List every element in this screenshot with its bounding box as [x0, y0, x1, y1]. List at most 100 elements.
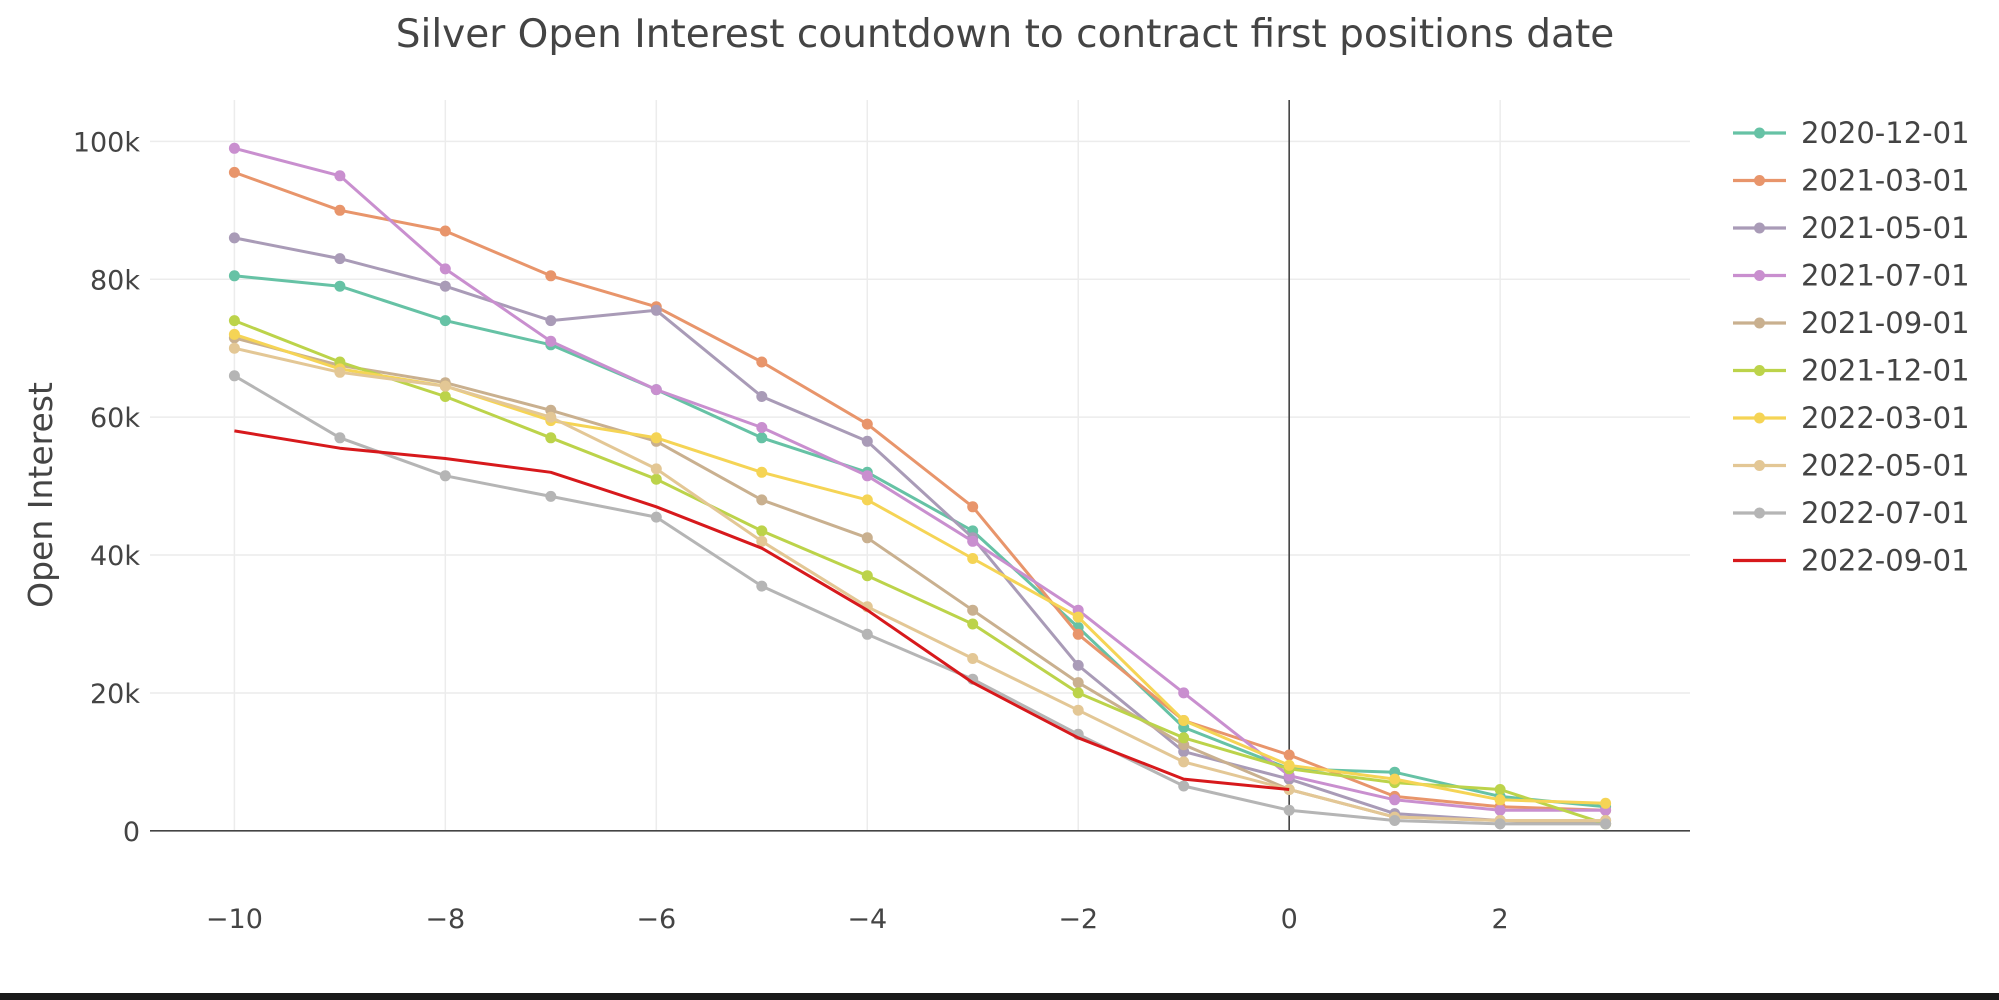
- data-point: [545, 315, 557, 327]
- data-point: [756, 466, 768, 478]
- legend-label: 2021-05-01: [1801, 211, 1970, 245]
- y-tick-label: 60k: [90, 403, 140, 434]
- data-point: [1178, 732, 1190, 744]
- series-line: [234, 236, 1606, 822]
- legend-item[interactable]: 2022-09-01: [1733, 544, 1970, 578]
- data-point: [228, 315, 240, 327]
- data-point: [861, 494, 873, 506]
- data-point: [1494, 818, 1506, 830]
- data-point: [228, 142, 240, 154]
- data-point: [1178, 687, 1190, 699]
- data-point: [756, 580, 768, 592]
- data-point: [1389, 773, 1401, 785]
- data-point: [1072, 677, 1084, 689]
- legend-swatch-marker: [1754, 270, 1765, 281]
- legend-label: 2022-09-01: [1801, 544, 1970, 578]
- data-point: [1072, 659, 1084, 671]
- data-point: [967, 604, 979, 616]
- data-point: [861, 435, 873, 447]
- series-2022-07-01: [228, 370, 1612, 830]
- data-point: [1072, 628, 1084, 640]
- data-point: [650, 304, 662, 316]
- y-tick-label: 40k: [90, 541, 140, 572]
- legend-item[interactable]: 2022-07-01: [1733, 496, 1970, 530]
- data-point: [650, 384, 662, 396]
- chart-title: Silver Open Interest countdown to contra…: [396, 12, 1615, 57]
- data-point: [1389, 815, 1401, 826]
- data-point: [1283, 804, 1295, 816]
- legend-label: 2021-12-01: [1801, 354, 1970, 388]
- data-point: [545, 490, 557, 502]
- series-line: [234, 336, 1606, 826]
- data-point: [439, 280, 451, 292]
- data-point: [334, 280, 346, 292]
- data-point: [756, 422, 768, 433]
- legend-item[interactable]: 2021-07-01: [1733, 259, 1970, 293]
- legend-swatch-marker: [1754, 222, 1765, 234]
- data-point: [1072, 687, 1084, 699]
- legend-item[interactable]: 2021-12-01: [1733, 354, 1970, 388]
- legend-swatch-marker: [1754, 365, 1765, 376]
- x-tick-label: −10: [206, 904, 263, 935]
- data-point: [1072, 704, 1084, 716]
- y-tick-label: 20k: [90, 679, 140, 710]
- x-tick-label: −6: [636, 904, 676, 935]
- y-tick-label: 0: [123, 817, 140, 848]
- series-line: [234, 146, 1606, 812]
- y-axis-title: Open Interest: [21, 382, 60, 608]
- series-2022-03-01: [228, 328, 1612, 809]
- data-point: [439, 391, 451, 402]
- y-tick-label: 100k: [73, 127, 141, 158]
- legend-item[interactable]: 2021-09-01: [1733, 306, 1970, 340]
- legend-swatch-marker: [1754, 460, 1765, 471]
- series-lines: [228, 142, 1612, 830]
- data-point: [439, 225, 451, 237]
- legend-item[interactable]: 2020-12-01: [1733, 116, 1970, 150]
- x-tick-label: 0: [1281, 904, 1298, 935]
- data-point: [861, 532, 873, 544]
- legend-swatch-marker: [1754, 317, 1765, 329]
- data-point: [228, 270, 240, 282]
- legend-item[interactable]: 2022-03-01: [1733, 401, 1970, 435]
- data-point: [967, 553, 979, 564]
- series-line: [233, 374, 1606, 826]
- data-point: [334, 253, 346, 265]
- data-point: [439, 470, 451, 482]
- data-point: [1178, 780, 1190, 792]
- data-point: [967, 653, 979, 664]
- series-2022-09-01: [234, 429, 1290, 791]
- data-point: [545, 432, 557, 444]
- data-point: [650, 511, 662, 523]
- data-point: [967, 501, 979, 513]
- legend-swatch-marker: [1754, 127, 1765, 139]
- legend-item[interactable]: 2022-05-01: [1733, 449, 1970, 483]
- legend-label: 2021-03-01: [1801, 164, 1970, 198]
- data-point: [439, 263, 451, 275]
- data-point: [1389, 794, 1401, 806]
- data-point: [545, 411, 557, 423]
- axes: −10 −8 −6 −4 −2 0 2 0 20k 40k 60k 80k 100k: [73, 100, 1690, 935]
- data-point: [756, 356, 768, 368]
- data-point: [228, 232, 240, 244]
- grid: [150, 100, 1690, 831]
- data-point: [756, 525, 768, 537]
- series-line: [234, 274, 1606, 809]
- series-2021-09-01: [228, 332, 1612, 830]
- data-point: [650, 432, 662, 444]
- legend-item[interactable]: 2021-03-01: [1733, 164, 1970, 198]
- legend-item[interactable]: 2021-05-01: [1733, 211, 1970, 245]
- data-point: [334, 366, 346, 378]
- data-point: [756, 432, 768, 444]
- data-point: [756, 494, 768, 506]
- data-point: [228, 370, 240, 382]
- legend-label: 2021-09-01: [1801, 306, 1970, 340]
- series-line: [233, 332, 1606, 805]
- data-point: [861, 628, 873, 640]
- x-tick-label: −4: [847, 904, 887, 935]
- series-line: [234, 346, 1606, 822]
- series-2022-05-01: [228, 342, 1612, 826]
- data-point: [861, 470, 873, 482]
- legend: 2020-12-01 2021-03-01 2021-05-01 2021-07-01…: [1733, 116, 1970, 578]
- data-point: [1494, 794, 1506, 806]
